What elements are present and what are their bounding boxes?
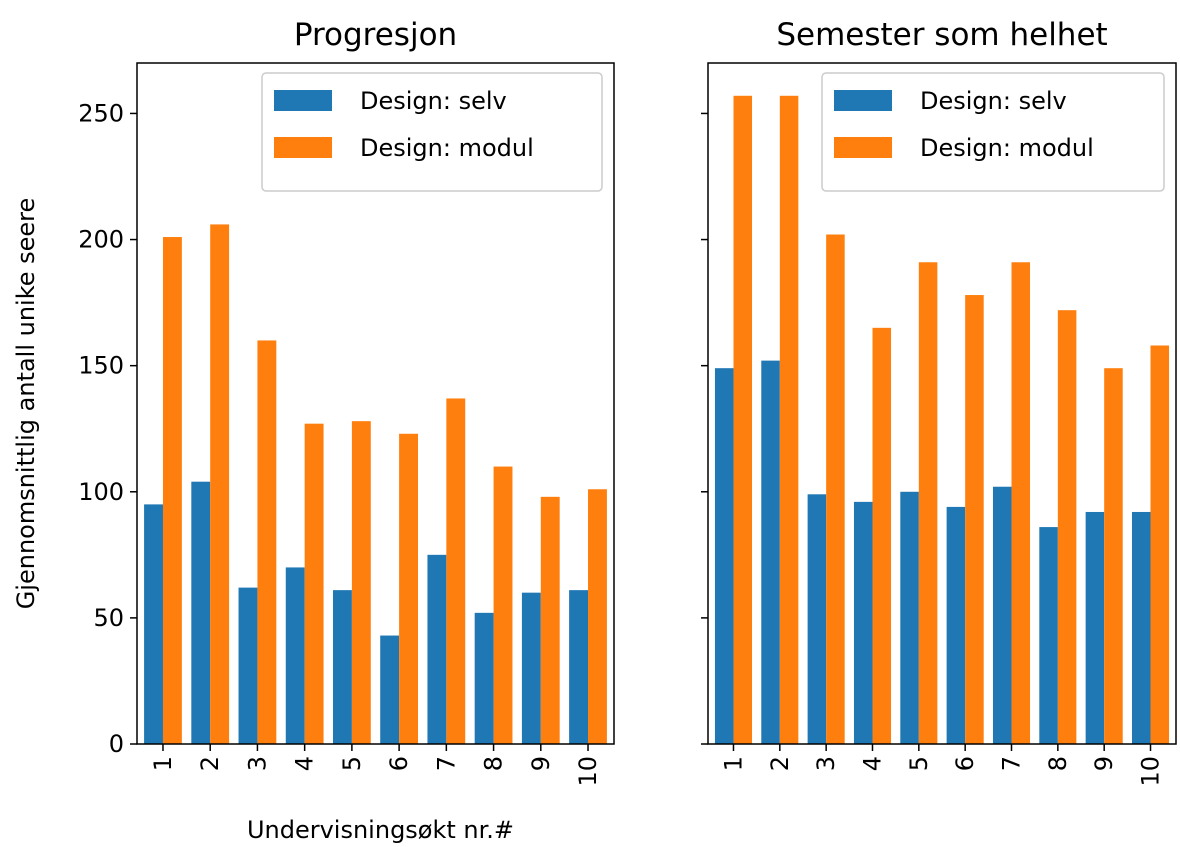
x-tick-label: 1 bbox=[149, 756, 177, 771]
legend-swatch-modul bbox=[274, 137, 332, 158]
panel-2: 1 2 3 4 5 6 7 8 9 10 Semester som helhet Design: se… bbox=[701, 17, 1177, 787]
axes-frame bbox=[136, 62, 615, 745]
bar-modul-1 bbox=[733, 95, 753, 745]
bar-modul-7 bbox=[1011, 262, 1031, 744]
bar-selv-2 bbox=[191, 481, 211, 744]
bar-selv-9 bbox=[521, 592, 541, 744]
bar-modul-4 bbox=[872, 327, 892, 744]
x-tick-label: 2 bbox=[766, 756, 794, 771]
bar-modul-9 bbox=[540, 496, 560, 744]
bar-selv-10 bbox=[569, 590, 589, 744]
panel-1: 1 2 3 4 5 6 7 8 9 10050100150200250ProgresjonDesi… bbox=[78, 17, 615, 787]
legend-box bbox=[261, 72, 603, 192]
x-axis-label: Undervisningsøkt nr.# bbox=[247, 816, 514, 844]
bar-modul-10 bbox=[588, 489, 607, 744]
x-tick-label: 3 bbox=[243, 756, 271, 771]
bar-selv-10 bbox=[1131, 511, 1151, 744]
y-axis-label: Gjennomsnittlig antall unike seere bbox=[12, 198, 40, 610]
bar-modul-2 bbox=[210, 224, 230, 745]
x-tick-label: 6 bbox=[951, 756, 979, 771]
x-tick-label: 4 bbox=[291, 756, 319, 771]
x-tick-label: 8 bbox=[480, 756, 508, 771]
bar-selv-5 bbox=[333, 590, 352, 744]
bar-modul-9 bbox=[1104, 368, 1123, 744]
bar-selv-9 bbox=[1085, 511, 1105, 744]
legend-label-modul: Design: modul bbox=[360, 134, 534, 162]
legend-swatch-selv bbox=[834, 90, 892, 111]
legend: Design: selv Design: modul bbox=[821, 72, 1165, 192]
y-tick-label: 250 bbox=[78, 99, 124, 127]
x-tick-label: 4 bbox=[858, 756, 886, 771]
bar-modul-1 bbox=[162, 237, 182, 744]
bar-modul-6 bbox=[399, 433, 418, 744]
x-tick-label: 6 bbox=[385, 756, 413, 771]
bar-selv-8 bbox=[1039, 527, 1058, 744]
bar-selv-6 bbox=[380, 635, 400, 744]
bar-modul-8 bbox=[493, 466, 513, 744]
x-tick-label: 9 bbox=[1090, 756, 1118, 771]
x-tick-label: 7 bbox=[998, 756, 1026, 771]
y-tick-label: 200 bbox=[78, 226, 124, 254]
bar-modul-4 bbox=[304, 423, 324, 744]
chart-title: Semester som helhet bbox=[776, 17, 1107, 53]
bar-selv-2 bbox=[761, 360, 780, 744]
bar-selv-6 bbox=[946, 506, 966, 744]
bar-modul-5 bbox=[351, 421, 371, 744]
bar-selv-1 bbox=[144, 504, 163, 744]
x-tick-label: 5 bbox=[905, 756, 933, 771]
bar-selv-3 bbox=[807, 494, 827, 744]
legend-box bbox=[821, 72, 1165, 192]
x-tick-label: 8 bbox=[1044, 756, 1072, 771]
x-tick-label: 10 bbox=[574, 756, 602, 787]
bar-selv-3 bbox=[238, 587, 258, 744]
y-tick-label: 150 bbox=[78, 352, 124, 380]
bar-modul-3 bbox=[826, 234, 845, 744]
y-tick-label: 0 bbox=[109, 730, 124, 758]
legend-label-selv: Design: selv bbox=[360, 87, 507, 115]
x-tick-label: 3 bbox=[812, 756, 840, 771]
bar-modul-7 bbox=[446, 398, 466, 744]
bar-selv-7 bbox=[427, 554, 447, 744]
bar-selv-4 bbox=[285, 567, 305, 744]
legend-label-selv: Design: selv bbox=[920, 87, 1067, 115]
bar-selv-5 bbox=[900, 491, 919, 744]
legend-label-modul: Design: modul bbox=[920, 134, 1094, 162]
bar-modul-10 bbox=[1150, 345, 1170, 744]
bar-modul-2 bbox=[779, 95, 799, 745]
x-tick-label: 2 bbox=[196, 756, 224, 771]
x-tick-label: 7 bbox=[432, 756, 460, 771]
bar-selv-7 bbox=[992, 486, 1012, 744]
bar-selv-8 bbox=[474, 612, 494, 744]
y-tick-label: 100 bbox=[78, 478, 124, 506]
legend: Design: selv Design: modul bbox=[261, 72, 603, 192]
bar-selv-1 bbox=[714, 368, 734, 744]
chart-title: Progresjon bbox=[294, 17, 457, 53]
bar-modul-5 bbox=[918, 262, 938, 744]
x-tick-label: 1 bbox=[719, 756, 747, 771]
x-tick-label: 9 bbox=[527, 756, 555, 771]
x-tick-label: 5 bbox=[338, 756, 366, 771]
bar-selv-4 bbox=[853, 501, 873, 744]
bar-modul-6 bbox=[965, 295, 984, 744]
y-tick-label: 50 bbox=[93, 604, 124, 632]
bar-modul-3 bbox=[257, 340, 277, 744]
axes-frame bbox=[707, 62, 1177, 745]
legend-swatch-selv bbox=[274, 90, 332, 111]
x-tick-label: 10 bbox=[1137, 756, 1165, 787]
bar-modul-8 bbox=[1057, 310, 1077, 744]
legend-swatch-modul bbox=[834, 137, 892, 158]
